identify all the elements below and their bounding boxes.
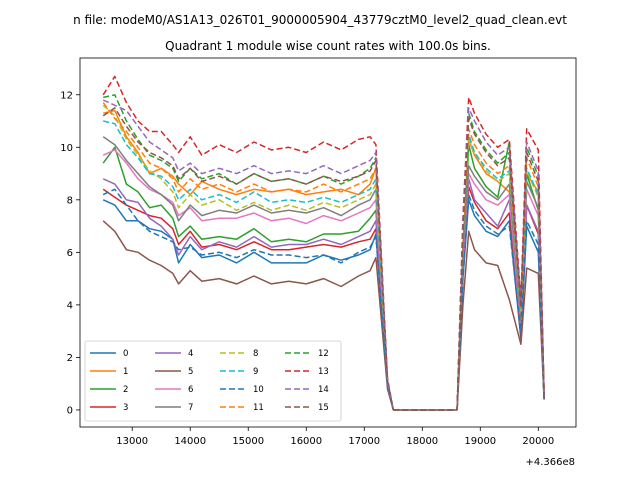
series-5-line-segment-0 bbox=[102, 220, 395, 411]
series-11-line-segment-0 bbox=[102, 102, 395, 411]
legend-label-9: 9 bbox=[253, 367, 258, 377]
series-2-line-segment-0 bbox=[102, 146, 395, 411]
series-7-line-segment-0 bbox=[102, 136, 395, 411]
x-axis: 13000 14000 15000 16000 17000 18000 19000 20000 bbox=[116, 427, 554, 447]
x-offset-label: +4.366e8 bbox=[525, 457, 575, 468]
x-tick-label-15000: 15000 bbox=[232, 436, 264, 447]
figure-suptitle: n file: modeM0/AS1A13_026T01_9000005904_… bbox=[73, 13, 567, 27]
legend-label-12: 12 bbox=[318, 349, 329, 359]
series-4-line-segment-0 bbox=[102, 178, 395, 411]
series-6-line-segment-0 bbox=[102, 149, 395, 411]
series-5-line-segment-2 bbox=[456, 230, 545, 410]
y-tick-label-0: 0 bbox=[67, 405, 73, 416]
x-tick-label-14000: 14000 bbox=[174, 436, 206, 447]
legend-label-13: 13 bbox=[318, 367, 329, 377]
x-tick-label-16000: 16000 bbox=[290, 436, 322, 447]
series-10-line-segment-0 bbox=[102, 188, 395, 411]
chart-title: Quadrant 1 module wise count rates with … bbox=[165, 39, 491, 53]
legend-label-14: 14 bbox=[318, 385, 329, 395]
legend-label-6: 6 bbox=[188, 385, 193, 395]
series-9-line-segment-2 bbox=[456, 133, 545, 410]
x-tick-label-19000: 19000 bbox=[464, 436, 496, 447]
legend-label-11: 11 bbox=[253, 403, 264, 413]
x-tick-label-13000: 13000 bbox=[116, 436, 148, 447]
y-tick-label-6: 6 bbox=[67, 248, 73, 259]
series-15-line-segment-0 bbox=[102, 107, 395, 411]
series-15-line-segment-2 bbox=[456, 117, 545, 410]
y-axis: 0 2 4 6 8 10 12 bbox=[60, 90, 80, 416]
legend-label-3: 3 bbox=[123, 403, 128, 413]
series-12-line-segment-2 bbox=[456, 112, 545, 410]
series-9-line-segment-0 bbox=[103, 120, 395, 411]
series-13-line-segment-0 bbox=[102, 75, 395, 411]
legend-label-10: 10 bbox=[253, 385, 264, 395]
legend-label-15: 15 bbox=[318, 403, 329, 413]
series-10-line-segment-2 bbox=[456, 193, 545, 410]
legend-label-5: 5 bbox=[188, 367, 193, 377]
legend-label-8: 8 bbox=[253, 349, 258, 359]
x-tick-label-18000: 18000 bbox=[406, 436, 438, 447]
y-tick-label-4: 4 bbox=[67, 300, 73, 311]
y-tick-label-10: 10 bbox=[60, 143, 73, 154]
plot-frame bbox=[79, 57, 577, 428]
legend-label-1: 1 bbox=[123, 367, 128, 377]
series-0-line-segment-0 bbox=[102, 199, 395, 411]
series-14-line-segment-0 bbox=[102, 99, 395, 411]
legend-label-4: 4 bbox=[188, 349, 193, 359]
legend-label-7: 7 bbox=[188, 403, 193, 413]
series-layer bbox=[102, 75, 545, 411]
y-tick-label-8: 8 bbox=[67, 195, 73, 206]
y-tick-label-2: 2 bbox=[67, 353, 73, 364]
y-tick-label-12: 12 bbox=[60, 90, 73, 101]
legend-box bbox=[84, 340, 342, 422]
series-8-line-segment-0 bbox=[102, 104, 395, 411]
series-7-line-segment-2 bbox=[456, 164, 545, 410]
legend-label-0: 0 bbox=[123, 349, 128, 359]
x-tick-label-20000: 20000 bbox=[522, 436, 554, 447]
x-tick-label-17000: 17000 bbox=[348, 436, 380, 447]
legend-label-2: 2 bbox=[123, 385, 128, 395]
